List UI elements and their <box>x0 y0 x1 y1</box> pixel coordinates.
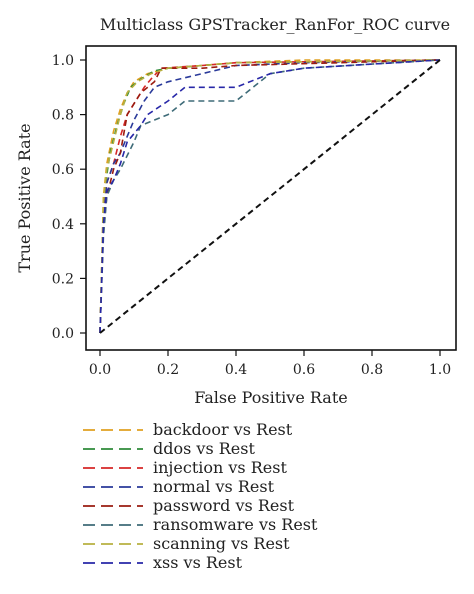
legend-label: ddos vs Rest <box>153 439 255 458</box>
y-axis-ticks: 0.0 0.2 0.4 0.6 0.8 1.0 <box>52 53 86 342</box>
roc-series-line <box>99 59 441 334</box>
legend-label: password vs Rest <box>153 496 295 515</box>
legend-label: injection vs Rest <box>153 458 287 477</box>
x-tick-label: 0.6 <box>293 362 315 378</box>
y-tick-label: 0.8 <box>52 108 74 124</box>
x-tick-label: 0.8 <box>361 362 383 378</box>
roc-series-line <box>99 59 441 334</box>
y-tick-label: 0.6 <box>52 162 74 178</box>
y-tick-label: 0.0 <box>52 326 74 342</box>
x-axis-label: False Positive Rate <box>194 388 348 407</box>
y-tick-label: 1.0 <box>52 53 74 69</box>
legend-label: xss vs Rest <box>153 553 243 572</box>
chance-diagonal-line <box>99 59 441 334</box>
legend-label: ransomware vs Rest <box>153 515 318 534</box>
y-axis-label: True Positive Rate <box>15 123 34 272</box>
y-tick-label: 0.2 <box>52 271 74 287</box>
x-tick-label: 1.0 <box>429 362 451 378</box>
chart-title: Multiclass GPSTracker_RanFor_ROC curve <box>100 15 450 34</box>
x-tick-label: 0.4 <box>225 362 247 378</box>
plot-area-frame <box>85 45 457 351</box>
legend-label: normal vs Rest <box>153 477 275 496</box>
plot-layer <box>99 59 441 334</box>
x-tick-label: 0.2 <box>157 362 179 378</box>
x-tick-label: 0.0 <box>89 362 111 378</box>
roc-series-line <box>99 59 441 334</box>
x-axis-ticks: 0.0 0.2 0.4 0.6 0.8 1.0 <box>89 350 451 378</box>
legend-label: scanning vs Rest <box>153 534 290 553</box>
legend-label: backdoor vs Rest <box>153 420 293 439</box>
y-tick-label: 0.4 <box>52 217 74 233</box>
roc-series-line <box>99 59 441 334</box>
